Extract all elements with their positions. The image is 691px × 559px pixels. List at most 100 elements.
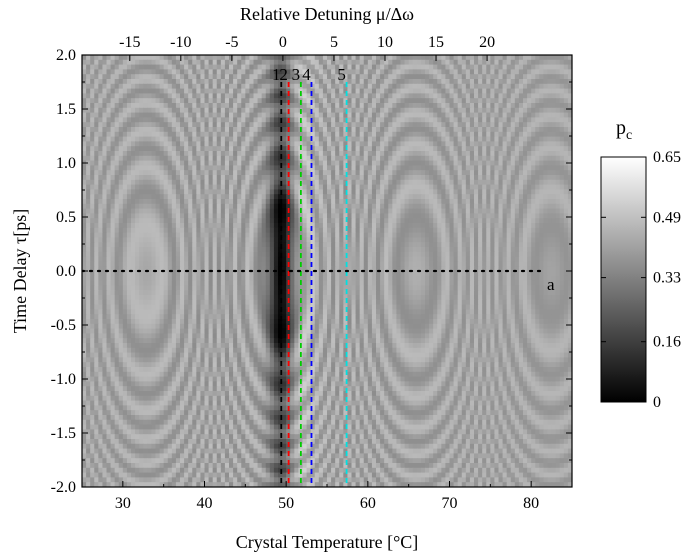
heatmap-cell bbox=[229, 107, 234, 114]
heatmap-cell bbox=[233, 218, 238, 224]
heatmap-cell bbox=[343, 184, 349, 190]
heatmap-cell bbox=[302, 69, 308, 75]
heatmap-cell bbox=[445, 69, 451, 75]
heatmap-cell bbox=[567, 55, 572, 61]
heatmap-cell bbox=[437, 107, 442, 114]
heatmap-cell bbox=[131, 146, 136, 152]
heatmap-cell bbox=[478, 69, 483, 75]
heatmap-cell bbox=[404, 218, 410, 224]
heatmap-cell bbox=[420, 208, 426, 214]
heatmap-cell bbox=[139, 160, 144, 166]
heatmap-cell bbox=[363, 251, 369, 258]
heatmap-cell bbox=[310, 79, 316, 85]
heatmap-cell bbox=[159, 232, 165, 238]
heatmap-cell bbox=[208, 93, 214, 99]
heatmap-cell bbox=[306, 237, 312, 243]
heatmap-cell bbox=[400, 127, 406, 133]
heatmap-cell bbox=[510, 170, 516, 176]
heatmap-cell bbox=[425, 160, 430, 166]
heatmap-cell bbox=[163, 146, 169, 152]
heatmap-cell bbox=[355, 146, 361, 152]
heatmap-cell bbox=[482, 136, 487, 142]
heatmap-cell bbox=[114, 59, 120, 66]
heatmap-cell bbox=[147, 218, 153, 224]
heatmap-cell bbox=[229, 242, 234, 248]
heatmap-cell bbox=[437, 83, 442, 90]
heatmap-cell bbox=[294, 247, 300, 253]
heatmap-cell bbox=[420, 155, 426, 162]
heatmap-cell bbox=[384, 194, 389, 200]
heatmap-cell bbox=[135, 55, 140, 61]
heatmap-cell bbox=[510, 55, 516, 61]
heatmap-cell bbox=[420, 237, 426, 243]
heatmap-cell bbox=[339, 242, 344, 248]
heatmap-cell bbox=[388, 83, 393, 90]
heatmap-cell bbox=[535, 79, 540, 85]
heatmap-cell bbox=[82, 199, 87, 205]
heatmap-cell bbox=[392, 175, 398, 181]
heatmap-cell bbox=[233, 107, 238, 114]
heatmap-cell bbox=[351, 213, 357, 219]
heatmap-cell bbox=[155, 232, 161, 238]
heatmap-cell bbox=[531, 112, 536, 118]
heatmap-cell bbox=[86, 155, 91, 162]
heatmap-cell bbox=[131, 93, 136, 99]
heatmap-cell bbox=[216, 83, 222, 90]
heatmap-cell bbox=[376, 146, 381, 152]
heatmap-cell bbox=[376, 242, 381, 248]
heatmap-cell bbox=[322, 179, 328, 186]
heatmap-cell bbox=[502, 199, 508, 205]
heatmap-cell bbox=[110, 160, 116, 166]
heatmap-cell bbox=[245, 242, 251, 248]
heatmap-cell bbox=[359, 199, 365, 205]
heatmap-cell bbox=[322, 170, 328, 176]
heatmap-cell bbox=[347, 160, 353, 166]
heatmap-cell bbox=[355, 55, 361, 61]
heatmap-cell bbox=[371, 160, 377, 166]
heatmap-cell bbox=[237, 175, 242, 181]
heatmap-cell bbox=[318, 179, 324, 186]
heatmap-cell bbox=[98, 59, 104, 66]
heatmap-cell bbox=[547, 165, 553, 171]
heatmap-cell bbox=[196, 151, 202, 157]
heatmap-cell bbox=[265, 55, 271, 61]
heatmap-cell bbox=[331, 237, 336, 243]
heatmap-cell bbox=[498, 64, 504, 70]
heatmap-cell bbox=[367, 131, 373, 138]
heatmap-cell bbox=[139, 74, 144, 80]
heatmap-cell bbox=[457, 189, 463, 195]
heatmap-cell bbox=[490, 83, 496, 90]
heatmap-cell bbox=[474, 227, 479, 234]
heatmap-cell bbox=[102, 117, 108, 123]
heatmap-cell bbox=[131, 151, 136, 157]
heatmap-cell bbox=[253, 179, 259, 186]
heatmap-cell bbox=[229, 103, 234, 109]
heatmap-cell bbox=[192, 165, 197, 171]
heatmap-cell bbox=[339, 69, 344, 75]
heatmap-cell bbox=[404, 242, 410, 248]
heatmap-cell bbox=[86, 199, 91, 205]
heatmap-cell bbox=[269, 146, 275, 152]
heatmap-cell bbox=[567, 98, 572, 104]
heatmap-cell bbox=[416, 237, 422, 243]
heatmap-cell bbox=[437, 227, 442, 234]
heatmap-cell bbox=[94, 146, 99, 152]
heatmap-cell bbox=[269, 59, 275, 66]
heatmap-cell bbox=[151, 88, 157, 94]
heatmap-cell bbox=[253, 107, 259, 114]
heatmap-cell bbox=[474, 98, 479, 104]
heatmap-cell bbox=[237, 165, 242, 171]
heatmap-cell bbox=[126, 232, 132, 238]
heatmap-cell bbox=[237, 199, 242, 205]
heatmap-cell bbox=[171, 227, 177, 234]
heatmap-cell bbox=[290, 155, 295, 162]
heatmap-cell bbox=[253, 127, 259, 133]
heatmap-cell bbox=[82, 98, 87, 104]
heatmap-cell bbox=[151, 136, 157, 142]
heatmap-cell bbox=[306, 64, 312, 70]
heatmap-cell bbox=[559, 237, 565, 243]
heatmap-cell bbox=[278, 251, 283, 258]
heatmap-cell bbox=[265, 194, 271, 200]
heatmap-cell bbox=[445, 93, 451, 99]
heatmap-cell bbox=[249, 251, 255, 258]
